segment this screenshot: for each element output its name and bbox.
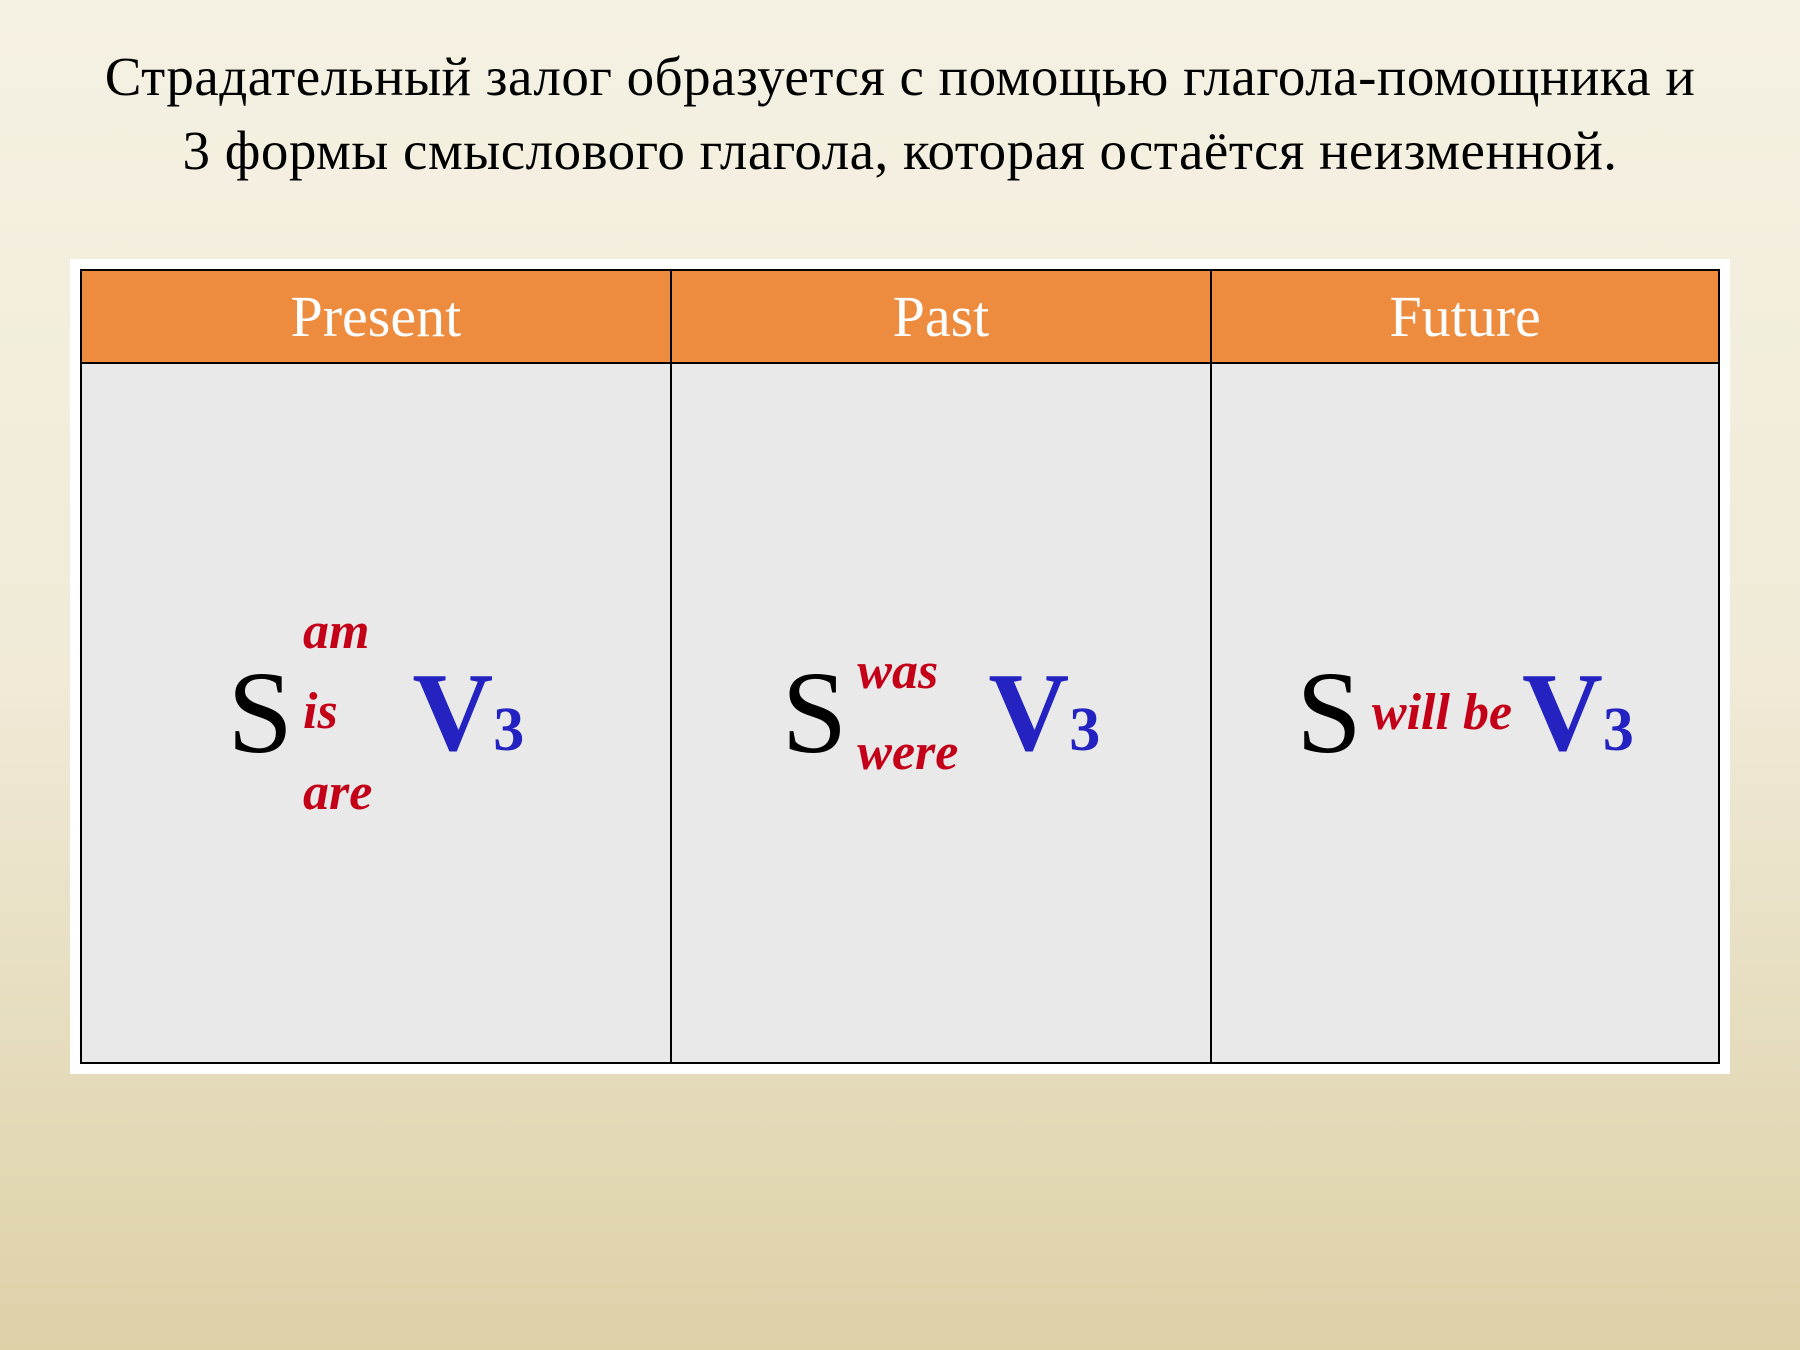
verb-future: V3 — [1522, 657, 1634, 769]
verb-sub-present: 3 — [493, 699, 524, 761]
subject-future: S — [1296, 654, 1362, 772]
slide-title: Страдательный залог образуется с помощью… — [70, 40, 1730, 189]
cell-past: S was were V3 — [671, 363, 1212, 1063]
aux-were: were — [857, 713, 958, 794]
table-container: Present Past Future S am is are V3 — [70, 259, 1730, 1074]
body-row: S am is are V3 S was — [81, 363, 1719, 1063]
header-row: Present Past Future — [81, 270, 1719, 363]
verb-sub-future: 3 — [1603, 699, 1634, 761]
subject-past: S — [782, 654, 848, 772]
cell-present: S am is are V3 — [81, 363, 671, 1063]
aux-past: was were — [857, 632, 958, 793]
verb-v-future: V — [1522, 657, 1603, 769]
cell-future: S will be V3 — [1211, 363, 1719, 1063]
aux-future: will be — [1372, 683, 1512, 742]
verb-v-past: V — [988, 657, 1069, 769]
verb-v-present: V — [412, 657, 493, 769]
verb-present: V3 — [412, 657, 524, 769]
aux-is: is — [303, 672, 372, 753]
verb-sub-past: 3 — [1069, 699, 1100, 761]
aux-am: am — [303, 592, 372, 673]
aux-was: was — [857, 632, 958, 713]
header-present: Present — [81, 270, 671, 363]
header-future: Future — [1211, 270, 1719, 363]
verb-past: V3 — [988, 657, 1100, 769]
tense-table: Present Past Future S am is are V3 — [80, 269, 1720, 1064]
subject-present: S — [227, 654, 293, 772]
header-past: Past — [671, 270, 1212, 363]
aux-are: are — [303, 753, 372, 834]
aux-present: am is are — [303, 592, 372, 834]
